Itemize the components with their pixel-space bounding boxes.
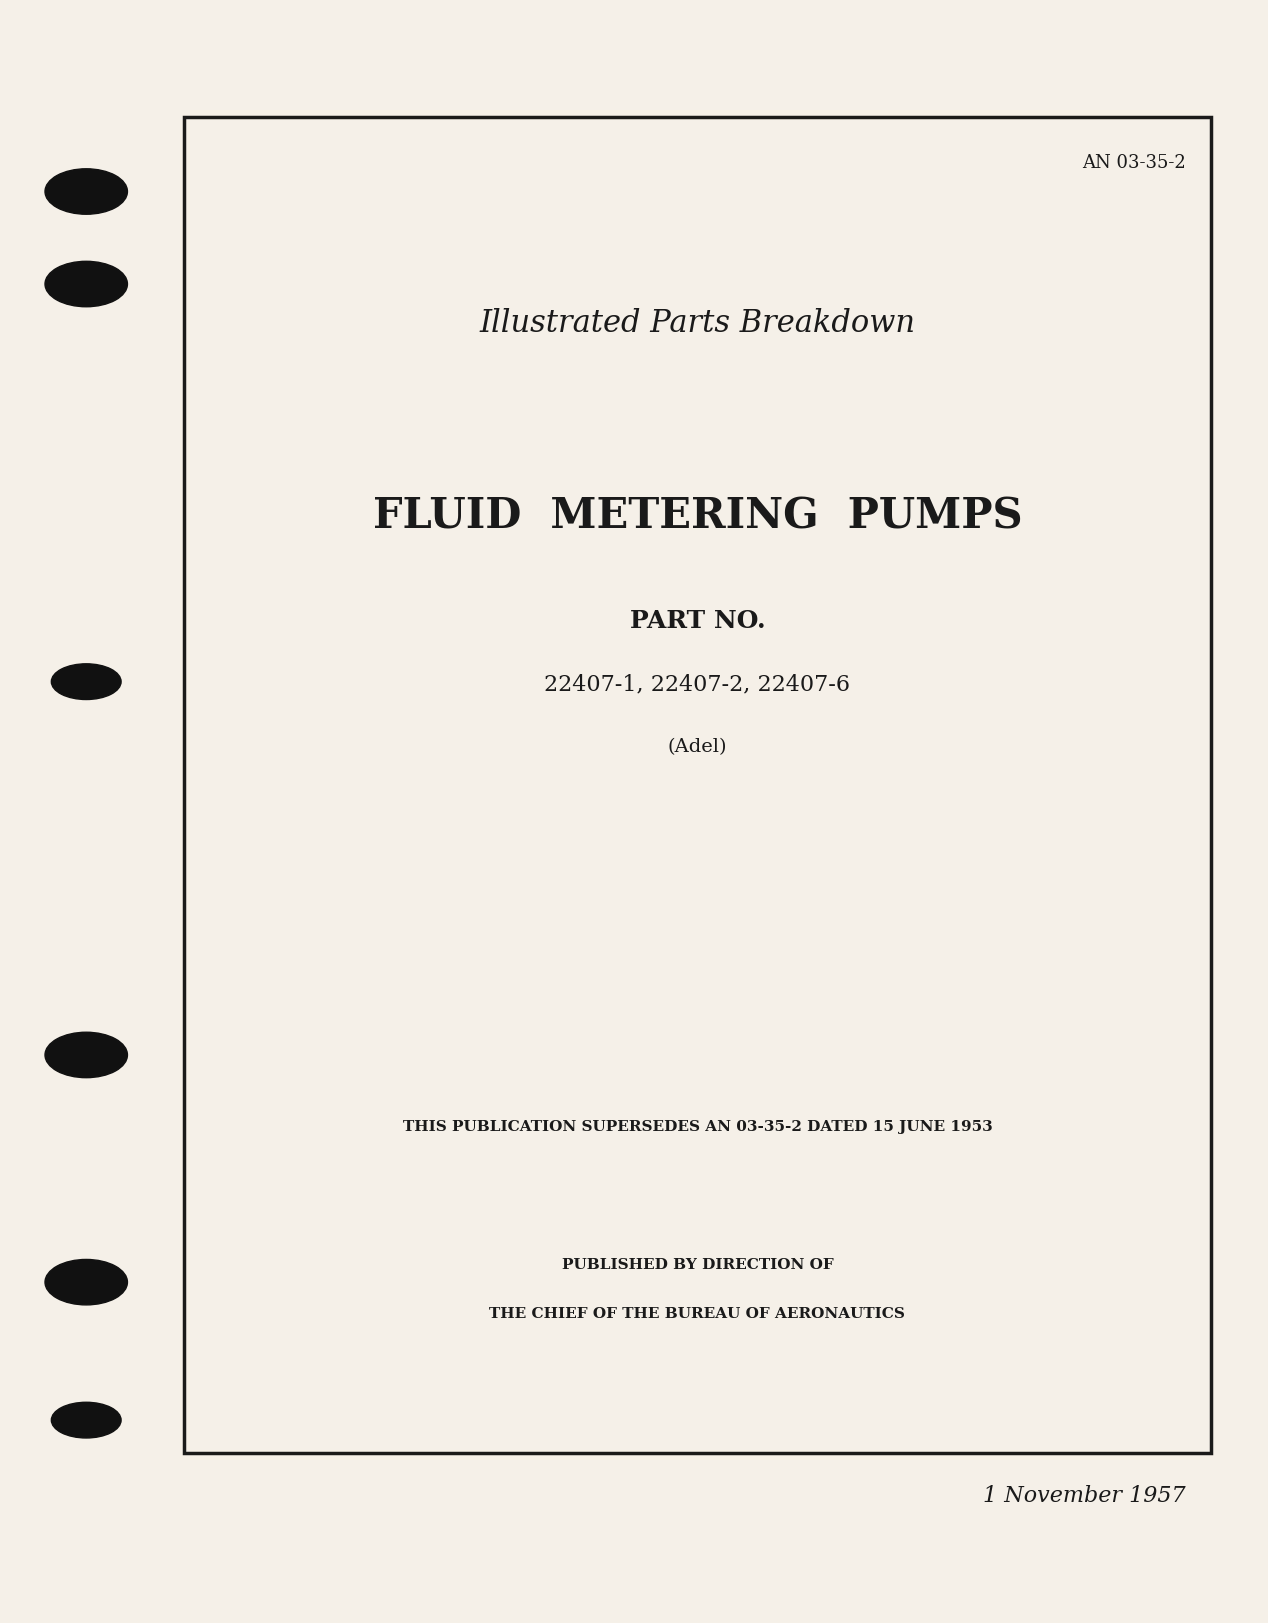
Text: PART NO.: PART NO. — [630, 609, 765, 633]
Text: 22407-1, 22407-2, 22407-6: 22407-1, 22407-2, 22407-6 — [544, 674, 851, 696]
Bar — [184, 117, 1211, 1453]
Text: AN 03-35-2: AN 03-35-2 — [1082, 154, 1186, 172]
Ellipse shape — [46, 1032, 127, 1078]
Text: Illustrated Parts Breakdown: Illustrated Parts Breakdown — [479, 308, 915, 339]
Ellipse shape — [46, 1259, 127, 1305]
Ellipse shape — [51, 1402, 120, 1438]
Text: (Adel): (Adel) — [668, 738, 727, 756]
Text: THIS PUBLICATION SUPERSEDES AN 03-35-2 DATED 15 JUNE 1953: THIS PUBLICATION SUPERSEDES AN 03-35-2 D… — [402, 1120, 993, 1134]
Text: THE CHIEF OF THE BUREAU OF AERONAUTICS: THE CHIEF OF THE BUREAU OF AERONAUTICS — [489, 1307, 905, 1321]
Text: 1 November 1957: 1 November 1957 — [983, 1485, 1186, 1508]
Ellipse shape — [46, 169, 127, 214]
Text: FLUID  METERING  PUMPS: FLUID METERING PUMPS — [373, 495, 1022, 537]
Ellipse shape — [51, 664, 120, 700]
Ellipse shape — [46, 261, 127, 307]
Text: PUBLISHED BY DIRECTION OF: PUBLISHED BY DIRECTION OF — [562, 1258, 833, 1272]
